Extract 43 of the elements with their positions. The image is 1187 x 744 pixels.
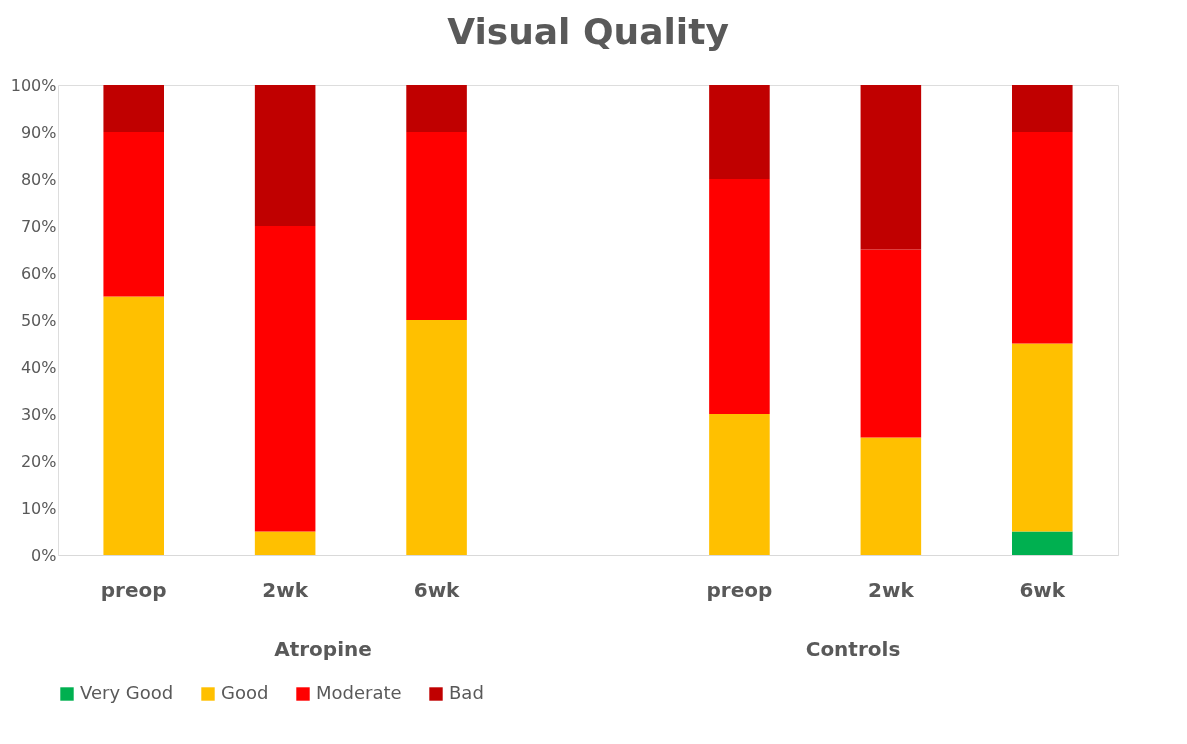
legend-label: Very Good [80, 682, 174, 703]
y-tick-label: 70% [20, 216, 57, 236]
x-tick-label: 6wk [1019, 577, 1066, 602]
bar [1012, 132, 1073, 344]
bar [709, 85, 770, 179]
bar [103, 132, 164, 297]
legend-label: Moderate [316, 682, 402, 703]
bar [1012, 531, 1073, 555]
text: Controls [805, 637, 901, 661]
y-tick-label: 30% [20, 404, 57, 424]
legend-label: Good [221, 682, 269, 703]
y-tick-label: 60% [20, 263, 57, 283]
y-tick-label: 50% [20, 310, 57, 330]
bar [406, 132, 467, 320]
x-tick-label: preop [706, 577, 773, 602]
bar [254, 531, 316, 555]
x-tick-label: preop [100, 577, 167, 602]
bar [406, 85, 467, 132]
bar [406, 320, 467, 555]
bar [709, 414, 770, 555]
bar [860, 437, 922, 555]
bar [860, 249, 922, 438]
y-tick-label: 0% [31, 545, 57, 565]
bar [860, 85, 922, 250]
bar [254, 85, 316, 226]
y-tick-label: 90% [20, 122, 57, 142]
y-tick-label: 40% [20, 357, 57, 377]
text: Atropine [274, 637, 372, 661]
y-tick-label: 20% [20, 451, 57, 471]
bar [709, 179, 770, 414]
x-tick-label: 2wk [868, 577, 915, 602]
bar [254, 226, 316, 532]
bar [1012, 85, 1073, 132]
y-tick-label: 100% [10, 75, 57, 95]
chart-title: Visual Quality [447, 11, 729, 52]
y-tick-label: 10% [20, 498, 57, 518]
bar [1012, 343, 1073, 532]
y-tick-label: 80% [20, 169, 57, 189]
bar [103, 85, 164, 132]
x-tick-label: 6wk [413, 577, 461, 602]
bar [103, 296, 164, 555]
x-tick-label: 2wk [262, 577, 309, 602]
legend-label: Bad [449, 682, 484, 703]
